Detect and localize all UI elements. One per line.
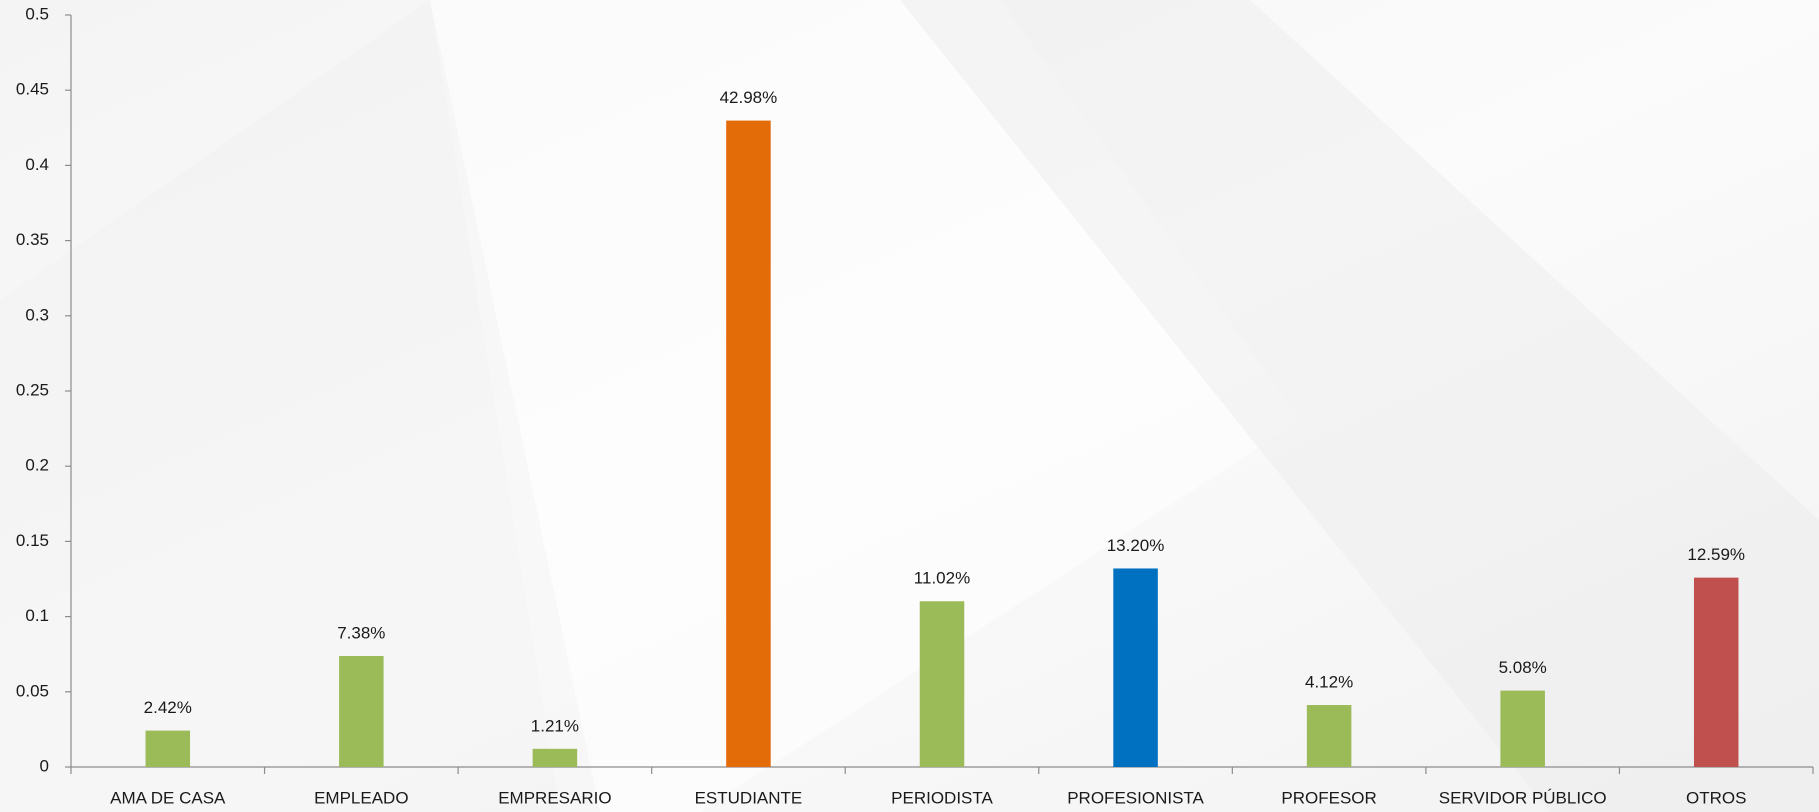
y-tick-label: 0.3	[25, 305, 49, 324]
bar	[145, 730, 191, 767]
y-tick-label: 0.5	[25, 4, 49, 23]
x-tick-label: EMPRESARIO	[498, 788, 611, 807]
x-tick-label: EMPLEADO	[314, 788, 408, 807]
y-tick-label: 0.05	[16, 681, 49, 700]
bar	[726, 120, 771, 767]
y-tick-label: 0.45	[16, 80, 49, 99]
bar	[532, 748, 578, 767]
data-label: 13.20%	[1107, 536, 1165, 555]
data-label: 4.12%	[1305, 673, 1353, 692]
y-tick-label: 0.25	[16, 380, 49, 399]
bar	[1693, 577, 1739, 767]
x-tick-label: PERIODISTA	[891, 788, 993, 807]
background-shape	[900, 0, 1819, 812]
y-tick-label: 0.1	[25, 606, 49, 625]
x-tick-label: PROFESOR	[1281, 788, 1376, 807]
x-tick-label: OTROS	[1686, 788, 1746, 807]
background-shape	[430, 0, 1300, 812]
x-tick-label: PROFESIONISTA	[1067, 788, 1204, 807]
bar	[919, 601, 965, 767]
bar	[1113, 568, 1158, 767]
data-label: 1.21%	[531, 716, 579, 735]
x-tick-label: AMA DE CASA	[110, 788, 226, 807]
y-tick-label: 0.4	[25, 155, 49, 174]
y-tick-label: 0	[40, 756, 49, 775]
data-label: 42.98%	[720, 88, 778, 107]
y-tick-label: 0.2	[25, 456, 49, 475]
data-label: 2.42%	[144, 698, 192, 717]
data-label: 7.38%	[337, 623, 385, 642]
y-tick-label: 0.35	[16, 230, 49, 249]
background-shape	[0, 0, 600, 812]
data-label: 5.08%	[1499, 658, 1547, 677]
data-label: 12.59%	[1687, 545, 1745, 564]
x-tick-label: SERVIDOR PÚBLICO	[1439, 788, 1607, 807]
bar	[1500, 690, 1545, 767]
bar	[339, 656, 384, 767]
data-label: 11.02%	[914, 569, 970, 588]
x-tick-label: ESTUDIANTE	[695, 788, 803, 807]
y-tick-label: 0.15	[16, 531, 49, 550]
bar	[1306, 705, 1352, 767]
